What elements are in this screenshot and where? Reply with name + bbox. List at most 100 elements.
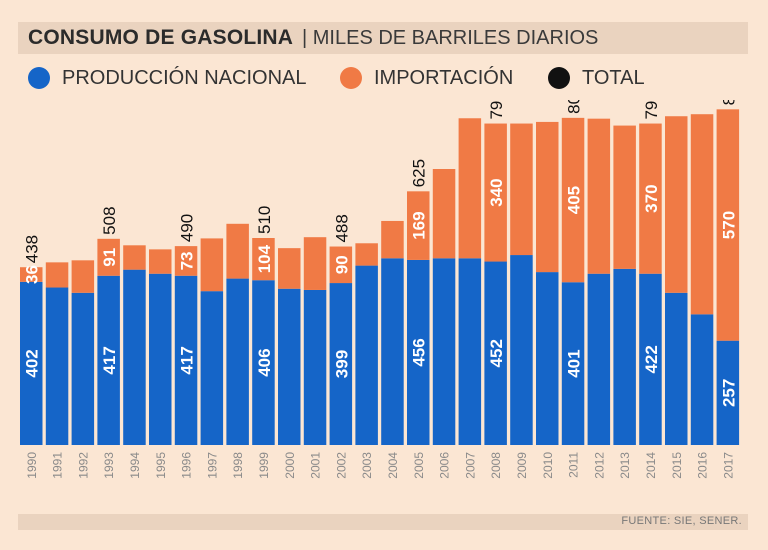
- bar-importacion-2002: [329, 246, 353, 284]
- bar-produccion-2008: [484, 261, 507, 445]
- bar-importacion-2003: [355, 243, 378, 266]
- bar-produccion-1994: [123, 269, 146, 445]
- title-bar: CONSUMO DE GASOLINA | MILES DE BARRILES …: [18, 22, 748, 54]
- tick-label-2006: 2006: [438, 452, 452, 479]
- bar-importacion-2007: [458, 118, 482, 259]
- bar-produccion-1993: [97, 275, 120, 445]
- label-produccion-1990: 402: [23, 349, 42, 377]
- tick-label-2011: 2011: [567, 452, 581, 478]
- tick-label-2013: 2013: [618, 452, 632, 479]
- bar-importacion-2014: [639, 123, 662, 274]
- bar-produccion-2003: [355, 265, 378, 445]
- bar-produccion-1998: [226, 278, 249, 445]
- tick-label-2014: 2014: [644, 452, 658, 479]
- tick-label-1995: 1995: [154, 452, 168, 479]
- bar-importacion-1997: [200, 238, 224, 292]
- chart-units: MILES DE BARRILES DIARIOS: [312, 27, 599, 49]
- legend: PRODUCCIÓN NACIONAL IMPORTACIÓN TOTAL: [28, 66, 748, 92]
- tick-label-2012: 2012: [592, 452, 606, 479]
- label-importacion-2008: 340: [487, 178, 506, 206]
- bar-importacion-1993: [97, 238, 120, 276]
- bar-produccion-2017: [716, 340, 740, 445]
- bar-produccion-1997: [200, 291, 224, 445]
- stacked-bar-chart: 402 36 438 1990 1991 1992 417 91 508 1993 1994 1995…: [20, 100, 740, 479]
- bar-produccion-2010: [536, 272, 559, 445]
- bar-importacion-2015: [665, 116, 688, 293]
- label-total-2011: 806: [565, 100, 584, 114]
- tick-label-2001: 2001: [309, 452, 323, 479]
- label-importacion-1999: 104: [255, 244, 274, 273]
- label-total-1990: 438: [23, 235, 42, 263]
- bar-importacion-2000: [278, 248, 301, 289]
- bar-produccion-1999: [252, 280, 275, 445]
- bar-produccion-1996: [174, 275, 198, 445]
- bar-importacion-2013: [613, 125, 636, 269]
- tick-label-2000: 2000: [283, 452, 297, 479]
- bar-importacion-2006: [432, 169, 456, 259]
- label-produccion-2008: 452: [487, 339, 506, 367]
- label-total-1999: 510: [255, 206, 274, 234]
- bar-importacion-2004: [381, 220, 404, 259]
- label-total-1996: 490: [178, 214, 197, 242]
- footer-bar: FUENTE: SIE, SENER.: [18, 514, 748, 530]
- bar-importacion-1995: [149, 249, 172, 274]
- label-produccion-2014: 422: [642, 345, 661, 373]
- legend-label-total: TOTAL: [582, 67, 645, 89]
- bar-produccion-2001: [303, 289, 327, 445]
- chart-subtitle: | MILES DE BARRILES DIARIOS: [302, 27, 598, 50]
- legend-label-produccion: PRODUCCIÓN NACIONAL: [62, 67, 307, 89]
- bar-produccion-1992: [71, 292, 95, 445]
- title-separator: |: [302, 27, 308, 49]
- tick-label-2009: 2009: [515, 452, 529, 479]
- tick-label-1999: 1999: [257, 452, 271, 479]
- label-importacion-2011: 405: [565, 186, 584, 214]
- chart-title: CONSUMO DE GASOLINA: [28, 26, 294, 49]
- bar-produccion-2007: [458, 258, 482, 445]
- label-total-2017: 827: [719, 100, 738, 105]
- bar-produccion-2005: [407, 259, 430, 445]
- bar-importacion-1990: [20, 267, 43, 282]
- bar-produccion-2012: [587, 273, 611, 445]
- bar-produccion-2013: [613, 268, 636, 445]
- tick-label-2016: 2016: [696, 452, 710, 479]
- label-importacion-2002: 90: [332, 255, 351, 274]
- bar-importacion-2017: [716, 109, 740, 341]
- source-note: FUENTE: SIE, SENER.: [621, 515, 742, 527]
- tick-label-2008: 2008: [489, 452, 503, 479]
- label-importacion-1990: 36: [23, 265, 42, 284]
- bar-importacion-2009: [510, 123, 533, 256]
- label-produccion-2017: 257: [719, 379, 738, 407]
- label-importacion-1996: 73: [178, 251, 197, 270]
- bar-importacion-1999: [252, 238, 275, 281]
- legend-label-importacion: IMPORTACIÓN: [374, 67, 514, 89]
- tick-label-1991: 1991: [51, 452, 65, 479]
- legend-dot-produccion: [28, 67, 50, 89]
- bar-produccion-2006: [432, 258, 456, 445]
- bar-importacion-2008: [484, 123, 507, 262]
- tick-label-2007: 2007: [463, 452, 477, 479]
- label-produccion-1996: 417: [178, 346, 197, 374]
- bar-importacion-2005: [407, 191, 430, 260]
- label-produccion-1993: 417: [100, 346, 119, 374]
- bar-importacion-1996: [174, 246, 198, 276]
- bar-importacion-2010: [536, 121, 559, 273]
- bar-produccion-2015: [665, 292, 688, 445]
- bar-importacion-1991: [45, 262, 69, 288]
- tick-label-2003: 2003: [360, 452, 374, 479]
- bar-importacion-1998: [226, 223, 249, 279]
- bar-importacion-2011: [561, 117, 585, 283]
- label-total-1993: 508: [100, 206, 119, 234]
- bar-produccion-1990: [20, 281, 43, 445]
- tick-label-1997: 1997: [205, 452, 219, 479]
- tick-label-2005: 2005: [412, 452, 426, 479]
- bar-produccion-2000: [278, 288, 301, 445]
- bar-importacion-2001: [303, 237, 327, 290]
- tick-label-1992: 1992: [76, 452, 90, 479]
- tick-label-2004: 2004: [386, 452, 400, 479]
- label-importacion-1993: 91: [100, 248, 119, 267]
- tick-label-2015: 2015: [670, 452, 684, 479]
- bar-produccion-1995: [149, 273, 172, 445]
- bar-produccion-2004: [381, 258, 404, 445]
- bar-importacion-1992: [71, 260, 95, 293]
- label-produccion-2011: 401: [565, 349, 584, 377]
